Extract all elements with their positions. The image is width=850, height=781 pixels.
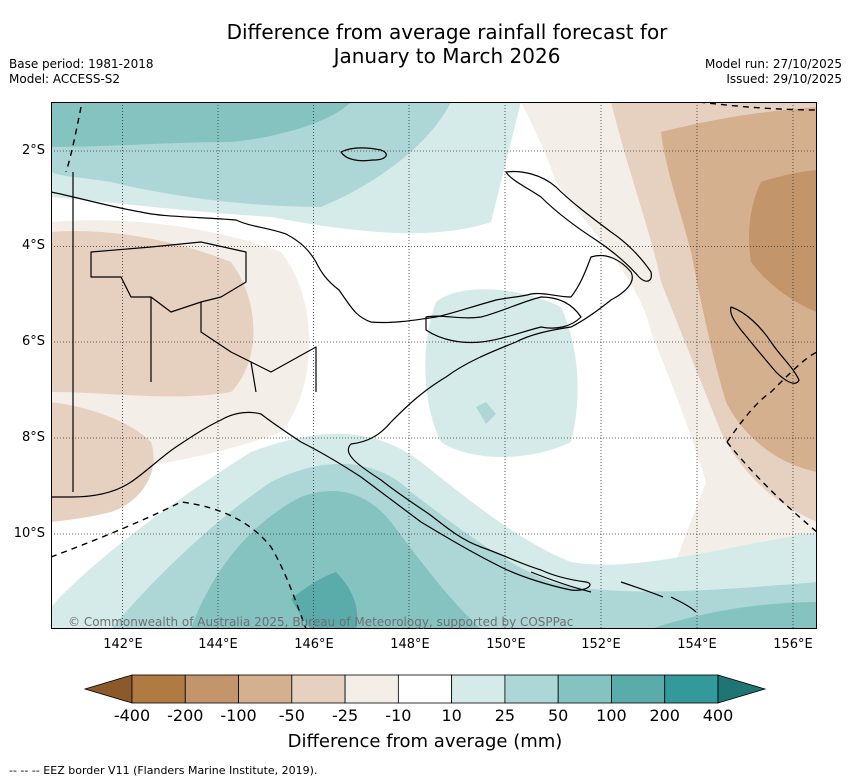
lon-label-152e: 152°E — [581, 637, 621, 652]
lat-label-6s: 6°S — [21, 334, 45, 349]
colorbar-tick-label: -25 — [332, 706, 359, 725]
colorbar-cell — [451, 674, 506, 704]
lon-label-148e: 148°E — [390, 637, 430, 652]
model-name: Model: ACCESS-S2 — [9, 72, 121, 86]
colorbar-cell — [664, 674, 719, 704]
colorbar-cell — [611, 674, 666, 704]
lon-label-156e: 156°E — [773, 637, 813, 652]
dry-contour-100 — [749, 170, 817, 312]
wet-north-50 — [51, 102, 351, 147]
dry-west-25 — [51, 231, 254, 397]
lon-label-146e: 146°E — [294, 637, 334, 652]
colorbar-title: Difference from average (mm) — [287, 731, 563, 752]
lat-label-10s: 10°S — [13, 526, 45, 541]
lon-label-142e: 142°E — [103, 637, 143, 652]
colorbar-tick-label: 100 — [596, 706, 627, 725]
colorbar — [83, 674, 767, 704]
colorbar-tick-label: 200 — [649, 706, 680, 725]
base-period: Base period: 1981-2018 — [9, 57, 154, 71]
colorbar-cell — [557, 674, 612, 704]
lat-label-4s: 4°S — [21, 238, 45, 253]
colorbar-tick-label: 25 — [494, 706, 516, 725]
colorbar-tick-label: -10 — [385, 706, 412, 725]
lat-label-8s: 8°S — [21, 430, 45, 445]
map-title: Difference from average rainfall forecas… — [0, 20, 850, 68]
colorbar-arrow-high — [717, 674, 767, 704]
province-borders — [90, 241, 317, 393]
model-run: Model run: 27/10/2025 — [704, 57, 842, 71]
colorbar-tick-label: 400 — [702, 706, 734, 725]
wet-central-25 — [476, 402, 496, 424]
wet-south-50b — [651, 602, 817, 629]
metadata-right: Model run: 27/10/2025 Issued: 29/10/2025 — [705, 57, 842, 87]
wet-central-10 — [425, 289, 578, 457]
title-line-1: Difference from average rainfall forecas… — [226, 20, 668, 44]
title-line-2: January to March 2026 — [333, 44, 561, 68]
colorbar-cell — [184, 674, 239, 704]
lat-label-2s: 2°S — [21, 143, 45, 158]
new-guinea-coast — [51, 191, 633, 591]
manus-coast — [340, 147, 387, 162]
colorbar-tick-label: -200 — [167, 706, 204, 725]
colorbar-arrow-low — [83, 674, 133, 704]
eez-border-3 — [726, 351, 817, 443]
metadata-left: Base period: 1981-2018 Model: ACCESS-S2 — [9, 57, 154, 87]
colorbar-cell — [291, 674, 346, 704]
colorbar-cell — [238, 674, 293, 704]
eez-legend: -- -- -- EEZ border V11 (Flanders Marine… — [9, 764, 318, 777]
colorbar-cell — [344, 674, 399, 704]
colorbar-tick-label: 10 — [441, 706, 462, 725]
colorbar-tick-label: -100 — [220, 706, 257, 725]
colorbar-tick-label: 50 — [547, 706, 569, 725]
new-ireland-coast — [505, 170, 652, 282]
wet-south-50 — [191, 491, 481, 629]
colorbar-cell — [131, 674, 186, 704]
colorbar-cell — [504, 674, 559, 704]
lon-label-144e: 144°E — [198, 637, 238, 652]
wet-south-100 — [291, 572, 358, 629]
island-chain — [530, 571, 697, 613]
dry-west-25b — [51, 402, 154, 522]
issued-date: Issued: 29/10/2025 — [726, 72, 842, 86]
copyright-notice: © Commonwealth of Australia 2025, Bureau… — [68, 615, 574, 629]
lon-label-150e: 150°E — [486, 637, 526, 652]
eez-border-2 — [698, 102, 817, 111]
colorbar-tick-label: -400 — [113, 706, 151, 725]
colorbar-tick-label: -50 — [278, 706, 305, 725]
new-britain-coast — [425, 296, 582, 344]
bougainville-coast — [730, 306, 800, 384]
colorbar-cell — [397, 674, 453, 704]
rainfall-map — [51, 102, 817, 629]
lon-label-154e: 154°E — [677, 637, 717, 652]
eez-border-5 — [65, 106, 82, 173]
eez-border-4 — [726, 441, 817, 533]
